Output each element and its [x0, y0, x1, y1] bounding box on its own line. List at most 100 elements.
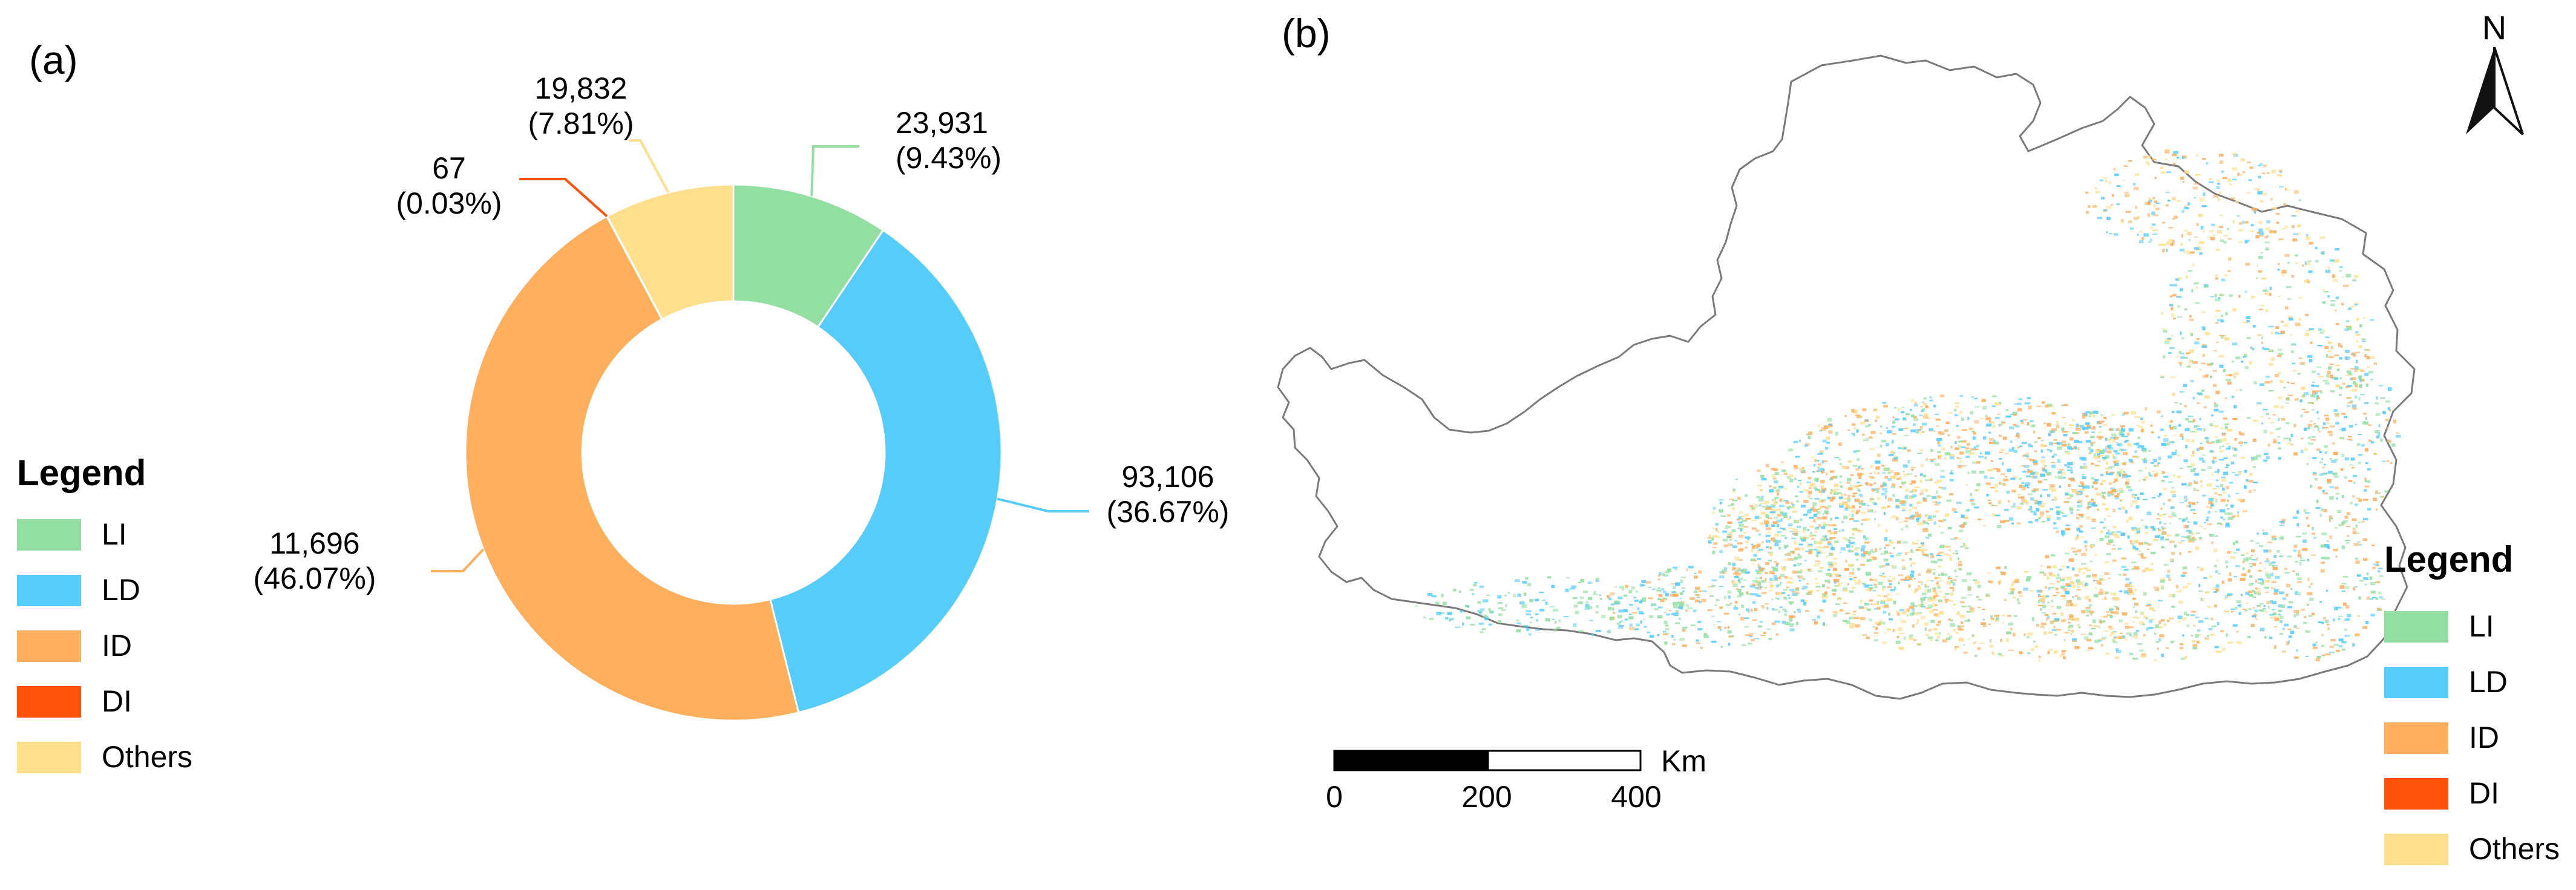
map-pixel-li	[2260, 603, 2264, 605]
map-pixel-li	[1821, 584, 1825, 587]
map-pixel-id	[1901, 559, 1905, 561]
map-pixel-id	[2281, 320, 2284, 323]
map-pixel-id	[2219, 160, 2223, 164]
map-pixel-ld	[2325, 269, 2330, 273]
map-pixel-others	[1876, 497, 1881, 500]
map-pixel-ld	[2167, 338, 2172, 340]
map-pixel-id	[2092, 205, 2097, 208]
map-pixel-ld	[1610, 603, 1615, 606]
map-pixel-id	[1894, 472, 1900, 476]
map-pixel-li	[2109, 466, 2115, 468]
map-pixel-ld	[2381, 460, 2386, 462]
map-pixel-li	[1888, 612, 1890, 616]
map-pixel-id	[2252, 208, 2256, 212]
map-pixel-ld	[2365, 621, 2369, 624]
map-pixel-id	[1831, 552, 1834, 556]
map-pixel-others	[2080, 503, 2083, 505]
map-pixel-ld	[1822, 622, 1825, 626]
map-pixel-ld	[2157, 495, 2161, 497]
map-pixel-ld	[2063, 434, 2068, 437]
map-pixel-id	[2122, 612, 2128, 616]
map-pixel-li	[1582, 591, 1588, 593]
map-pixel-li	[2316, 366, 2322, 368]
map-pixel-id	[1737, 568, 1741, 571]
map-pixel-ld	[1565, 588, 1569, 592]
map-pixel-ld	[2283, 597, 2287, 600]
map-pixel-id	[1807, 568, 1811, 571]
map-pixel-ld	[2083, 463, 2086, 465]
map-pixel-others	[1783, 558, 1789, 561]
map-pixel-id	[2302, 264, 2304, 267]
map-pixel-li	[2010, 591, 2014, 595]
map-pixel-ld	[1779, 606, 1783, 608]
map-pixel-id	[1812, 508, 1818, 512]
map-pixel-li	[2315, 260, 2319, 263]
map-pixel-ld	[2359, 379, 2362, 382]
map-pixel-id	[2268, 417, 2270, 419]
map-pixel-ld	[1828, 563, 1832, 566]
map-pixel-li	[1909, 612, 1914, 616]
map-pixel-ld	[2023, 485, 2028, 488]
map-pixel-ld	[2237, 215, 2240, 217]
map-pixel-others	[1916, 623, 1918, 625]
map-pixel-ld	[2134, 450, 2137, 453]
map-pixel-id	[1767, 517, 1772, 519]
map-pixel-id	[2345, 386, 2350, 388]
map-pixel-li	[1612, 607, 1614, 611]
map-pixel-ld	[2056, 511, 2060, 515]
map-pixel-id	[2189, 251, 2195, 254]
map-pixel-ld	[2193, 521, 2198, 525]
map-pixel-li	[2040, 439, 2043, 442]
map-pixel-li	[1909, 495, 1914, 499]
map-pixel-li	[2359, 324, 2362, 327]
map-pixel-li	[1807, 570, 1813, 572]
map-pixel-id	[1915, 511, 1919, 514]
map-pixel-others	[1936, 635, 1940, 639]
map-pixel-id	[1969, 607, 1975, 611]
map-pixel-li	[1902, 407, 1904, 408]
map-pixel-ld	[2203, 327, 2206, 330]
map-pixel-li	[2185, 517, 2188, 520]
map-pixel-id	[2363, 499, 2368, 501]
map-pixel-others	[1953, 604, 1956, 606]
map-pixel-others	[1842, 498, 1847, 500]
map-pixel-id	[2072, 551, 2077, 553]
map-pixel-ld	[1781, 592, 1786, 594]
map-pixel-others	[1926, 417, 1931, 419]
map-pixel-ld	[1769, 511, 1775, 514]
map-pixel-others	[2192, 431, 2197, 433]
map-pixel-li	[2364, 583, 2367, 586]
map-pixel-ld	[2109, 437, 2116, 439]
map-pixel-ld	[2315, 391, 2318, 395]
map-pixel-ld	[1757, 595, 1762, 597]
map-pixel-ld	[1955, 414, 1958, 417]
map-pixel-li	[2179, 467, 2184, 470]
map-pixel-id	[1861, 634, 1867, 636]
map-pixel-ld	[1815, 526, 1820, 528]
map-pixel-others	[2086, 569, 2092, 572]
map-pixel-li	[2321, 508, 2324, 512]
map-pixel-id	[2310, 439, 2316, 441]
map-pixel-others	[1850, 623, 1855, 626]
map-pixel-others	[1958, 445, 1961, 448]
map-pixel-li	[1648, 586, 1651, 588]
map-pixel-li	[2289, 437, 2292, 442]
map-pixel-ld	[1971, 396, 1974, 398]
map-pixel-ld	[1514, 579, 1520, 583]
map-pixel-ld	[1849, 578, 1853, 581]
map-pixel-id	[1707, 537, 1711, 539]
map-pixel-id	[2307, 280, 2310, 283]
map-pixel-id	[1916, 514, 1921, 518]
map-pixel-others	[2178, 620, 2181, 623]
map-pixel-ld	[2137, 497, 2140, 500]
map-pixel-li	[1995, 617, 1999, 621]
map-pixel-li	[1505, 604, 1507, 607]
map-pixel-id	[1846, 466, 1850, 469]
map-pixel-ld	[1988, 431, 1991, 434]
map-pixel-id	[1957, 435, 1961, 439]
map-pixel-ld	[2045, 465, 2047, 467]
map-pixel-id	[1932, 501, 1938, 503]
map-pixel-id	[2011, 589, 2015, 591]
map-pixel-id	[1682, 644, 1687, 647]
map-pixel-li	[1786, 506, 1792, 509]
